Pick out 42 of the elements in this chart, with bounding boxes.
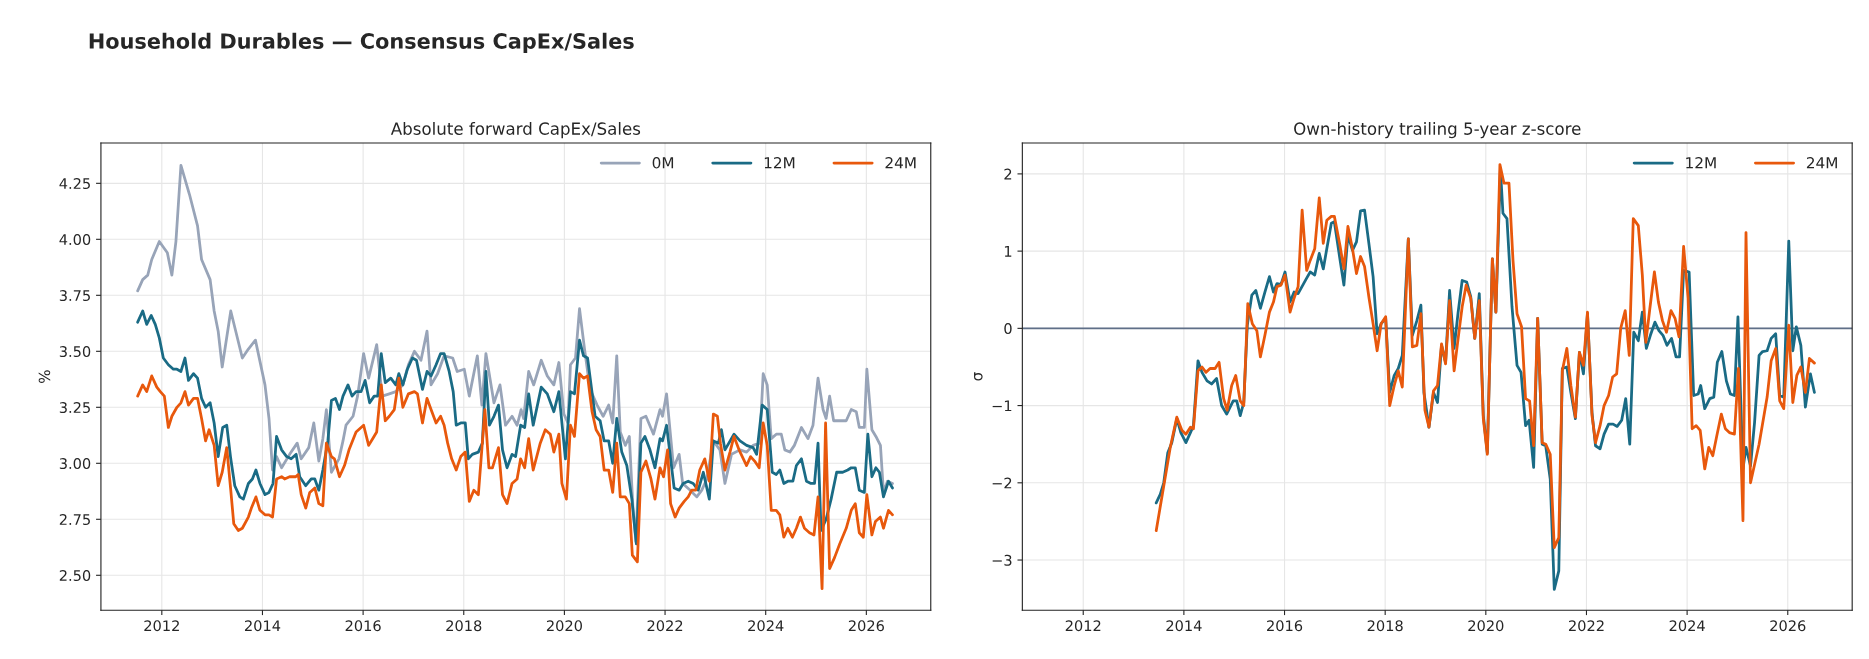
legend-label: 12M (1686, 157, 1716, 169)
line-series (136, 309, 894, 546)
y-tick-label: 0 (1004, 323, 1012, 335)
line-series (136, 372, 894, 591)
chart-subtitle: Absolute forward CapEx/Sales (390, 122, 641, 139)
x-tick-label: 2020 (546, 620, 582, 632)
x-tick-label: 2020 (1468, 620, 1504, 632)
y-tick-label: 3.25 (59, 402, 90, 414)
y-tick-label: −2 (992, 477, 1012, 489)
legend-label: 24M (1806, 157, 1837, 169)
legend-label: 24M (885, 157, 916, 169)
y-tick-label: 2 (1004, 168, 1012, 180)
y-tick-label: 3.50 (59, 346, 91, 358)
y-axis-title: % (38, 370, 51, 384)
x-tick-label: 2016 (345, 620, 381, 632)
x-tick-label: 2012 (1065, 620, 1101, 632)
x-tick-label: 2026 (1770, 620, 1806, 632)
y-tick-label: 4.25 (59, 178, 90, 190)
y-tick-label: 3.00 (59, 458, 91, 470)
x-tick-label: 2022 (647, 620, 683, 632)
y-axis-title: σ (974, 372, 983, 381)
legend-label: 12M (764, 157, 795, 169)
y-tick-label: 4.00 (59, 234, 91, 246)
x-tick-label: 2012 (144, 620, 179, 632)
y-tick-label: 3.75 (59, 290, 90, 302)
x-tick-label: 2024 (748, 620, 784, 632)
x-tick-label: 2016 (1267, 620, 1303, 632)
chart-subtitle: Own-history trailing 5-year z-score (1294, 122, 1581, 139)
y-tick-label: 2.50 (59, 570, 91, 582)
x-tick-label: 2024 (1669, 620, 1705, 632)
x-tick-label: 2026 (848, 620, 884, 632)
x-tick-label: 2018 (1367, 620, 1403, 632)
y-tick-label: −1 (992, 400, 1012, 412)
y-tick-label: 2.75 (59, 514, 90, 526)
y-tick-label: 1 (1004, 246, 1012, 257)
x-tick-label: 2018 (446, 620, 482, 632)
x-tick-label: 2022 (1568, 620, 1604, 632)
x-tick-label: 2014 (244, 620, 281, 632)
chart-title: Household Durables — Consensus CapEx/Sales (89, 32, 634, 53)
y-tick-label: −3 (992, 554, 1012, 566)
legend-label: 0M (652, 157, 674, 169)
x-tick-label: 2014 (1166, 620, 1202, 632)
